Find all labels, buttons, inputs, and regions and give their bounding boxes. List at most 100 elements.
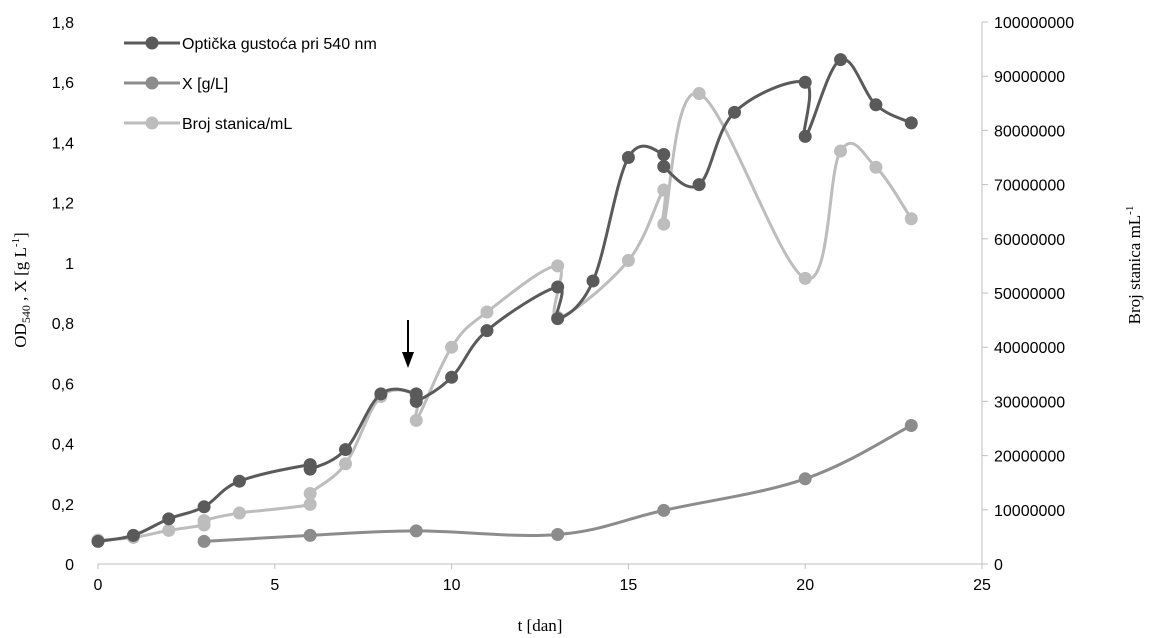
x-tick-label: 10 (443, 577, 461, 594)
legend-label: Broj stanica/mL (182, 116, 292, 133)
annotation-arrow (402, 320, 414, 368)
x-tick-label: 5 (270, 577, 279, 594)
legend-item: Broj stanica/mL (124, 116, 292, 133)
x-tick-label: 20 (796, 577, 814, 594)
data-point (657, 160, 671, 174)
y2-tick-label: 50000000 (994, 286, 1065, 303)
data-point (445, 370, 459, 384)
data-point (834, 144, 848, 158)
data-point (91, 534, 105, 548)
y2-tick-label: 0 (994, 557, 1003, 574)
data-point (692, 87, 706, 101)
x-tick-label: 0 (94, 577, 103, 594)
data-point (798, 129, 812, 143)
data-point (339, 457, 353, 471)
legend-label: Optička gustoća pri 540 nm (182, 36, 377, 53)
data-point (657, 183, 671, 197)
y2-tick-labels: 0 10000000 20000000 30000000 40000000 5000000… (994, 15, 1074, 574)
data-point (197, 514, 211, 528)
y-tick-label: 1,6 (52, 75, 74, 92)
y-tick-label: 1,8 (52, 15, 74, 32)
data-point (798, 75, 812, 89)
annotation-arrow-head (402, 352, 414, 368)
data-point (445, 340, 459, 354)
y2-tick-label: 100000000 (994, 15, 1074, 32)
data-point (480, 305, 494, 319)
axes (97, 21, 988, 569)
y2-tick-label: 10000000 (994, 503, 1065, 520)
legend-item: X [g/L] (124, 76, 228, 93)
y2-tick-label: 80000000 (994, 123, 1065, 140)
data-point (374, 387, 388, 401)
y-tick-label: 0,8 (52, 316, 74, 333)
data-point (197, 500, 211, 514)
y-tick-label: 1 (65, 256, 74, 273)
data-point (621, 253, 635, 267)
data-point (869, 160, 883, 174)
data-point (409, 413, 423, 427)
data-point (798, 271, 812, 285)
data-point (232, 474, 246, 488)
data-point (551, 259, 565, 273)
series-line (97, 92, 913, 542)
y-tick-label: 0,6 (52, 376, 74, 393)
data-point (657, 147, 671, 161)
series-0 (91, 53, 918, 548)
data-point (480, 324, 494, 338)
legend-item: Optička gustoća pri 540 nm (124, 36, 377, 53)
data-point (126, 528, 140, 542)
y2-tick-label: 40000000 (994, 340, 1065, 357)
data-point (551, 312, 565, 326)
data-point (303, 487, 317, 501)
y2-tick-label: 90000000 (994, 69, 1065, 86)
y-tick-label: 1,2 (52, 196, 74, 213)
data-point (834, 53, 848, 67)
data-point (657, 217, 671, 231)
data-point (409, 394, 423, 408)
y2-tick-label: 60000000 (994, 232, 1065, 249)
y-tick-label: 1,4 (52, 135, 74, 152)
legend-swatch-marker (145, 36, 159, 50)
data-point (692, 178, 706, 192)
y-tick-labels: 0 0,2 0,4 0,6 0,8 1 1,2 1,4 1,6 1,8 (52, 15, 74, 574)
legend-swatch-marker (145, 76, 159, 90)
y-tick-label: 0,2 (52, 497, 74, 514)
y2-tick-label: 20000000 (994, 449, 1065, 466)
data-point (339, 443, 353, 457)
x-tick-label: 25 (973, 577, 991, 594)
y2-axis-title: Broj stanica mL-1 (1124, 206, 1144, 325)
y2-tick-label: 70000000 (994, 178, 1065, 195)
x-tick-label: 15 (620, 577, 638, 594)
series-1 (197, 418, 918, 548)
data-point (232, 506, 246, 520)
data-point (904, 418, 918, 432)
x-axis-title: t [dan] (518, 616, 563, 635)
y-axis-title: OD540 , X [g L-1] (10, 232, 33, 347)
data-point (197, 534, 211, 548)
y-tick-label: 0 (65, 557, 74, 574)
data-point (586, 274, 600, 288)
data-point (303, 462, 317, 476)
data-point (551, 280, 565, 294)
series-layer (91, 53, 918, 548)
data-point (904, 212, 918, 226)
legend-swatch-marker (145, 116, 159, 130)
data-point (303, 528, 317, 542)
data-point (798, 472, 812, 486)
data-point (904, 116, 918, 130)
x-tick-labels: 0 5 10 15 20 25 (94, 577, 991, 594)
data-point (303, 497, 317, 511)
y-tick-label: 0,4 (52, 437, 74, 454)
legend: Optička gustoća pri 540 nm X [g/L] Broj st… (124, 36, 377, 133)
data-point (621, 151, 635, 164)
data-point (162, 523, 176, 537)
data-point (162, 512, 176, 526)
data-point (409, 524, 423, 538)
y2-tick-label: 30000000 (994, 394, 1065, 411)
legend-label: X [g/L] (182, 76, 228, 93)
data-point (869, 98, 883, 112)
data-point (727, 105, 741, 119)
data-point (657, 503, 671, 517)
data-point (551, 527, 565, 541)
